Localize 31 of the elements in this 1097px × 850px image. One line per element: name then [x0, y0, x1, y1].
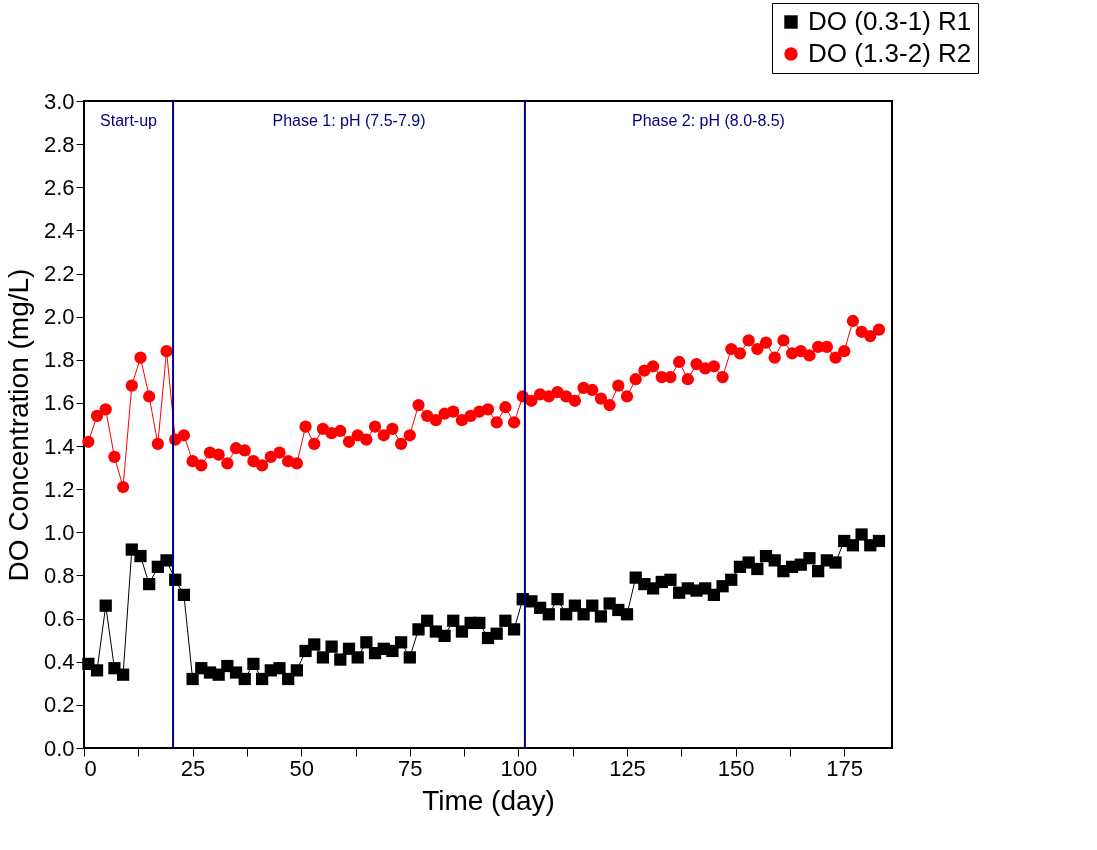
- legend-label: DO (1.3-2) R2: [808, 38, 972, 68]
- x-tick-label: 50: [289, 755, 314, 781]
- y-tick-label: 2.2: [43, 261, 75, 287]
- y-tick-label: 2.8: [43, 131, 75, 157]
- x-tick-label: 100: [500, 755, 538, 781]
- x-tick-label: 75: [398, 755, 423, 781]
- y-tick-label: 1.2: [43, 476, 75, 502]
- x-tick-label: 150: [717, 755, 755, 781]
- legend-label: DO (0.3-1) R1: [808, 6, 972, 36]
- y-tick-label: 2.6: [43, 174, 75, 200]
- y-tick-label: 2.4: [43, 217, 75, 243]
- y-tick-label: 3.0: [43, 88, 75, 114]
- x-tick-label: 125: [609, 755, 646, 781]
- y-tick-label: 0.4: [43, 649, 75, 675]
- y-tick-label: 1.6: [43, 390, 75, 416]
- y-tick-label: 2.0: [43, 304, 75, 330]
- annotation: Phase 2: pH (8.0-8.5): [631, 112, 785, 129]
- y-tick-label: 1.4: [43, 433, 75, 459]
- y-tick-label: 1.0: [43, 519, 75, 545]
- y-tick-label: 0.8: [43, 562, 75, 588]
- x-tick-label: 0: [84, 755, 97, 781]
- x-tick-label: 175: [826, 755, 864, 781]
- y-tick-label: 0.2: [43, 692, 75, 718]
- y-tick-label: 0.6: [43, 606, 75, 632]
- y-tick-label: 1.8: [43, 347, 75, 373]
- annotation: Start-up: [100, 112, 158, 129]
- x-axis-title: Time (day): [422, 784, 555, 816]
- y-axis-title: DO Concentration (mg/L): [2, 268, 34, 582]
- x-tick-label: 25: [180, 755, 206, 781]
- y-tick-label: 0.0: [43, 735, 75, 761]
- annotation: Phase 1: pH (7.5-7.9): [272, 112, 426, 129]
